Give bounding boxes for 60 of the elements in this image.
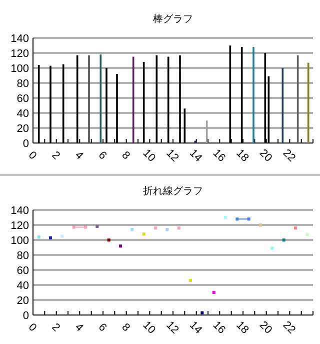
y-tick-label: 40 — [16, 108, 29, 120]
point — [60, 234, 64, 238]
x-tick-label: 22 — [280, 147, 298, 164]
point — [259, 224, 262, 226]
x-tick-label: 4 — [72, 149, 86, 162]
point — [177, 226, 180, 230]
y-tick-label: 120 — [10, 48, 29, 60]
y-tick-label: 140 — [10, 33, 29, 45]
x-tick-label: 12 — [164, 147, 181, 164]
y-tick-label: 0 — [22, 138, 29, 150]
y-tick-label: 120 — [10, 220, 29, 232]
x-tick-label: 14 — [187, 319, 204, 336]
point — [96, 225, 99, 228]
y-tick-label: 0 — [22, 310, 29, 322]
y-tick-label: 100 — [10, 63, 29, 75]
point — [270, 246, 274, 250]
point — [154, 226, 157, 230]
x-tick-label: 18 — [234, 319, 251, 336]
point — [49, 236, 52, 240]
point — [37, 236, 40, 238]
point — [200, 311, 204, 314]
point — [166, 228, 169, 231]
x-tick-label: 12 — [164, 319, 181, 336]
chart-title: 棒グラフ — [153, 13, 193, 25]
y-tick-label: 40 — [16, 280, 29, 292]
point — [294, 226, 297, 230]
y-tick-label: 60 — [16, 265, 29, 277]
x-tick-label: 6 — [96, 149, 109, 162]
x-tick-label: 18 — [234, 147, 251, 164]
x-tick-label: 10 — [140, 147, 158, 164]
x-tick-label: 22 — [280, 319, 298, 336]
point — [119, 244, 122, 248]
x-tick-label: 6 — [96, 321, 109, 334]
x-tick-label: 20 — [257, 319, 274, 336]
point — [224, 216, 227, 219]
y-tick-label: 60 — [16, 93, 29, 105]
x-tick-label: 8 — [119, 321, 132, 334]
point — [189, 279, 192, 282]
x-tick-label: 16 — [210, 319, 228, 336]
y-tick-label: 80 — [16, 250, 29, 262]
y-tick-label: 20 — [16, 123, 29, 135]
point — [212, 291, 216, 294]
x-tick-label: 4 — [72, 321, 86, 334]
y-tick-label: 20 — [16, 295, 29, 307]
point — [142, 232, 146, 236]
point — [282, 238, 286, 242]
x-tick-label: 20 — [257, 147, 274, 164]
point — [107, 238, 110, 242]
y-tick-label: 140 — [10, 205, 29, 217]
point — [130, 228, 134, 231]
x-tick-label: 14 — [187, 147, 204, 164]
y-tick-label: 100 — [10, 235, 29, 247]
y-tick-label: 80 — [16, 78, 29, 90]
x-tick-label: 8 — [119, 149, 132, 162]
point — [306, 233, 309, 236]
x-tick-label: 10 — [140, 319, 158, 336]
chart-title: 折れ線グラフ — [143, 185, 203, 197]
x-tick-label: 2 — [49, 321, 62, 334]
x-tick-label: 2 — [49, 149, 62, 162]
x-tick-label: 16 — [210, 147, 228, 164]
